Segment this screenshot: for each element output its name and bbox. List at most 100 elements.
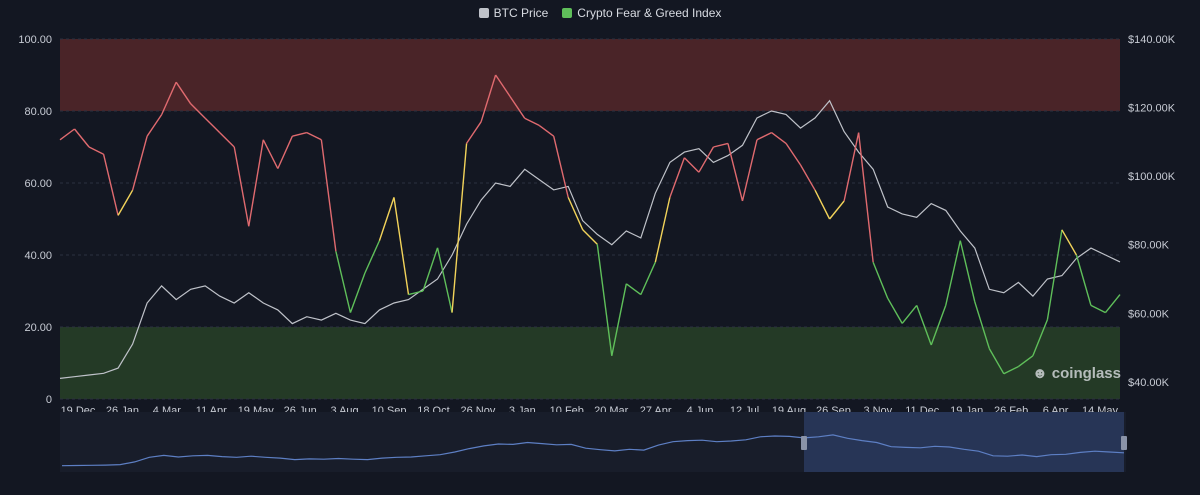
fear-greed-segment bbox=[146, 114, 163, 137]
navigator-series bbox=[61, 434, 1125, 467]
fear-greed-segment bbox=[843, 132, 860, 202]
legend-fng-label: Crypto Fear & Greed Index bbox=[577, 6, 722, 20]
brand-name: coinglass bbox=[1051, 365, 1121, 382]
fear-zone bbox=[60, 327, 1120, 399]
fear-greed-segment bbox=[713, 142, 729, 148]
fear-greed-segment bbox=[320, 139, 337, 252]
fear-greed-segment bbox=[408, 290, 424, 296]
legend: BTC Price Crypto Fear & Greed Index bbox=[0, 6, 1200, 20]
fear-greed-segment bbox=[480, 74, 497, 123]
fear-greed-segment bbox=[901, 304, 918, 324]
left-tick-label: 100.00 bbox=[18, 34, 52, 46]
right-axis: $40.00K $60.00K $80.00K $100.00K $120.00K $14… bbox=[1128, 34, 1176, 389]
fear-greed-segment bbox=[785, 143, 802, 166]
right-tick-label: $100.00K bbox=[1128, 171, 1176, 183]
left-axis: 0 20.00 40.00 60.00 80.00 100.00 bbox=[18, 34, 52, 406]
fear-greed-segment bbox=[306, 131, 322, 141]
fear-greed-segment bbox=[393, 197, 410, 295]
fear-greed-segment bbox=[727, 143, 744, 202]
fear-greed-segment bbox=[102, 154, 119, 216]
range-navigator[interactable] bbox=[60, 412, 1127, 472]
fear-greed-segment bbox=[1104, 294, 1121, 314]
fear-greed-segment bbox=[959, 240, 976, 302]
fear-greed-segment bbox=[495, 74, 511, 97]
fear-greed-segment bbox=[422, 247, 439, 292]
fear-greed-segment bbox=[1090, 304, 1106, 314]
fear-greed-segment bbox=[640, 261, 656, 295]
fear-greed-segment bbox=[988, 348, 1005, 375]
fear-greed-segment bbox=[596, 244, 613, 356]
coinglass-watermark: ☻ coinglass bbox=[1032, 365, 1121, 382]
fear-greed-segment bbox=[364, 240, 381, 274]
fear-greed-segment bbox=[277, 135, 293, 169]
fear-greed-segment bbox=[219, 132, 235, 148]
legend-btc-price[interactable]: BTC Price bbox=[478, 6, 549, 20]
left-tick-label: 60.00 bbox=[24, 178, 52, 190]
navigator-selection[interactable] bbox=[804, 412, 1124, 472]
legend-fear-greed[interactable]: Crypto Fear & Greed Index bbox=[562, 6, 721, 20]
fear-greed-segment bbox=[799, 164, 816, 191]
fear-greed-segment bbox=[756, 131, 772, 141]
fear-greed-segment bbox=[974, 301, 990, 349]
fear-greed-segment bbox=[553, 136, 569, 198]
fear-greed-segment bbox=[161, 81, 177, 115]
fear-greed-segment bbox=[582, 229, 598, 245]
fear-greed-segment bbox=[524, 117, 540, 127]
fear-greed-segment bbox=[771, 132, 787, 144]
fear-greed-segment bbox=[611, 283, 627, 356]
right-tick-label: $80.00K bbox=[1128, 240, 1170, 252]
fear-greed-segment bbox=[829, 200, 845, 220]
greed-zone bbox=[60, 39, 1120, 111]
fear-greed-segment bbox=[1046, 229, 1063, 320]
series-lines bbox=[59, 74, 1121, 379]
fear-greed-segment bbox=[945, 240, 961, 306]
fear-greed-segment bbox=[625, 283, 642, 296]
right-tick-label: $60.00K bbox=[1128, 308, 1170, 320]
fear-greed-segment bbox=[872, 261, 889, 299]
fear-greed-segment bbox=[1075, 254, 1092, 306]
fear-greed-segment bbox=[538, 124, 555, 137]
fear-greed-segment bbox=[117, 189, 134, 216]
navigator-left-handle[interactable] bbox=[801, 436, 807, 450]
fear-greed-segment bbox=[814, 189, 831, 220]
fear-greed-segment bbox=[190, 103, 206, 119]
legend-btc-swatch bbox=[478, 8, 489, 18]
fear-greed-segment bbox=[204, 117, 221, 134]
fear-greed-segment bbox=[654, 197, 671, 263]
right-tick-label: $140.00K bbox=[1128, 34, 1176, 46]
fear-greed-segment bbox=[698, 146, 715, 173]
fear-greed-segment bbox=[887, 297, 903, 324]
left-tick-label: 20.00 bbox=[24, 322, 52, 334]
fear-greed-segment bbox=[175, 81, 192, 105]
fear-greed-segment bbox=[451, 143, 468, 313]
fear-greed-segment bbox=[436, 247, 453, 313]
fear-greed-segment bbox=[88, 146, 104, 155]
fear-greed-segment bbox=[262, 139, 279, 169]
legend-fng-swatch bbox=[562, 8, 573, 18]
btc-price-line bbox=[59, 99, 1121, 379]
right-tick-label: $120.00K bbox=[1128, 103, 1176, 115]
fear-greed-segment bbox=[1017, 355, 1034, 368]
fear-greed-segment bbox=[349, 272, 366, 313]
fear-greed-segment bbox=[378, 197, 395, 241]
fear-greed-segment bbox=[1061, 229, 1078, 256]
fear-greed-segment bbox=[916, 305, 932, 346]
legend-btc-label: BTC Price bbox=[493, 6, 549, 20]
fear-greed-segment bbox=[335, 251, 352, 313]
fear-greed-segment bbox=[857, 132, 874, 263]
fear-greed-segment bbox=[669, 157, 686, 198]
grid-lines bbox=[60, 38, 1120, 400]
fear-greed-segment bbox=[248, 139, 264, 227]
left-tick-label: 40.00 bbox=[24, 250, 52, 262]
right-tick-label: $40.00K bbox=[1128, 377, 1170, 389]
fear-greed-segment bbox=[1003, 365, 1019, 375]
fear-greed-segment bbox=[59, 128, 75, 141]
navigator-right-handle[interactable] bbox=[1121, 436, 1127, 450]
fear-greed-segment bbox=[465, 121, 482, 144]
fear-greed-segment bbox=[131, 136, 148, 191]
fear-greed-segment bbox=[1032, 319, 1049, 357]
coinglass-logo-icon: ☻ bbox=[1032, 365, 1048, 382]
left-tick-label: 80.00 bbox=[24, 106, 52, 118]
fear-greed-segment bbox=[233, 146, 250, 227]
